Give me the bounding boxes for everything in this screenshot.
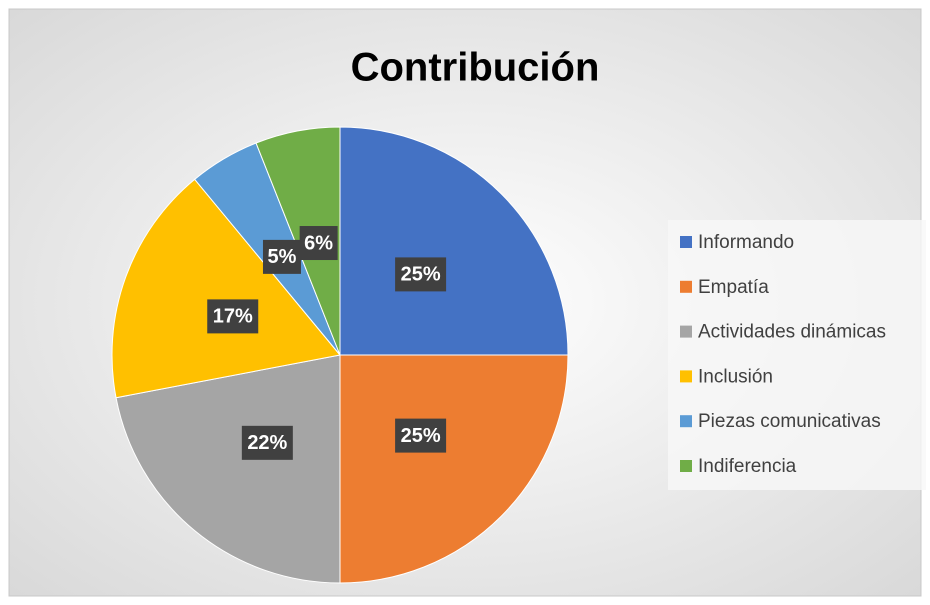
legend-label: Informando xyxy=(698,232,794,253)
legend-swatch xyxy=(680,415,692,428)
legend-swatch xyxy=(680,325,692,338)
pie-slice xyxy=(339,126,569,356)
data-label-box xyxy=(241,425,293,460)
data-label: 25% xyxy=(401,425,441,447)
legend-box xyxy=(668,220,926,490)
chart-title: Contribución xyxy=(351,46,600,90)
data-label: 22% xyxy=(247,432,287,454)
data-label: 6% xyxy=(304,232,333,254)
legend-swatch xyxy=(680,280,692,293)
data-label-box xyxy=(262,239,301,274)
legend-label: Indiferencia xyxy=(698,456,797,477)
data-label-box xyxy=(207,299,259,334)
legend-label: Inclusión xyxy=(698,366,773,387)
pie-slice xyxy=(339,354,569,584)
pie-slice xyxy=(111,178,341,399)
legend-label: Empatía xyxy=(698,277,769,298)
data-label-box xyxy=(395,418,447,453)
legend-swatch xyxy=(680,370,692,383)
legend-label: Piezas comunicativas xyxy=(698,411,881,432)
data-label: 25% xyxy=(401,264,441,286)
data-label: 17% xyxy=(213,306,253,328)
pie-slice xyxy=(115,354,341,584)
data-label-box xyxy=(395,257,447,292)
legend-swatch xyxy=(680,236,692,248)
data-label: 5% xyxy=(268,246,297,268)
legend-swatch xyxy=(680,460,692,472)
data-label-box xyxy=(299,226,338,261)
legend-label: Actividades dinámicas xyxy=(698,322,886,343)
